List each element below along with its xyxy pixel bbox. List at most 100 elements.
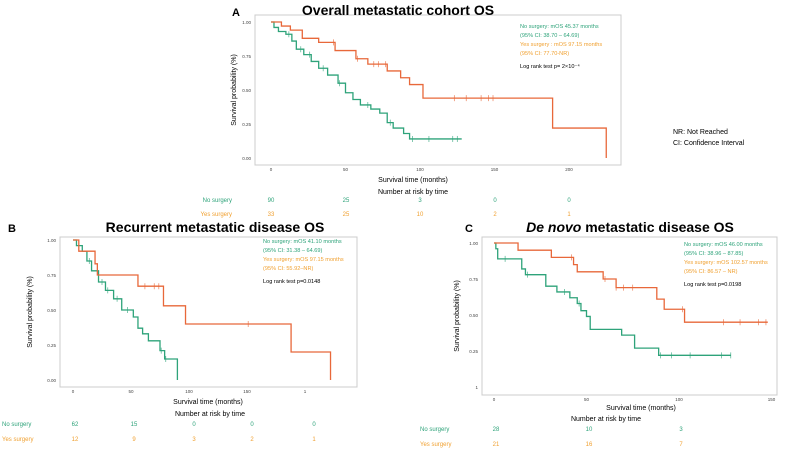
risk-count: 16 (586, 442, 593, 448)
x-axis-label: Survival time (months) (378, 177, 448, 184)
risk-count: 0 (250, 422, 254, 428)
risk-row-label: No surgery (420, 427, 449, 433)
risk-count: 2 (493, 212, 497, 218)
x-tick-label: 150 (243, 389, 251, 394)
km-curve-yes-surgery (494, 242, 768, 323)
plot-frame-C (481, 236, 778, 396)
annotation: Log rank test p=0.0198 (684, 282, 741, 288)
risk-count: 62 (72, 422, 79, 428)
risk-count: 0 (567, 198, 571, 204)
annotation: (95% CI: 38.96 – 87.85) (684, 251, 744, 257)
risk-count: 10 (417, 212, 424, 218)
risk-table-title: Number at risk by time (571, 416, 641, 423)
risk-count: 1 (312, 437, 316, 443)
x-tick-label: 50 (128, 389, 134, 394)
annotation: (95% CI: 38.70 – 64.69) (520, 33, 580, 39)
risk-count: 7 (679, 442, 683, 448)
x-tick-label: 150 (768, 397, 776, 402)
plot-frame-B (59, 236, 358, 388)
annotation: Log rank test p= 2×10⁻⁴ (520, 63, 580, 70)
risk-row-label: Yes surgery (420, 442, 451, 448)
y-tick-label: 0.50 (469, 313, 478, 318)
annotation: (95% CI: 86.57 – NR) (684, 269, 738, 275)
risk-count: 25 (343, 198, 350, 204)
title-text: Overall metastatic cohort OS (302, 2, 494, 18)
panel-letter: C (465, 223, 473, 235)
risk-count: 3 (418, 198, 422, 204)
risk-row-label: Yes surgery (2, 437, 33, 443)
x-tick-label: 100 (185, 389, 193, 394)
annotation: (95% CI: 31.38 – 64.69) (263, 248, 323, 254)
annotation: Yes surgery: mOS 102.57 months (684, 260, 768, 266)
km-curve-yes-surgery (73, 239, 332, 380)
risk-count: 10 (586, 427, 593, 433)
risk-row-label: No surgery (2, 422, 31, 428)
x-tick-label: 200 (565, 167, 573, 172)
risk-count: 25 (343, 212, 350, 218)
x-tick-label: 150 (491, 167, 499, 172)
risk-table-title: Number at risk by time (378, 189, 448, 196)
risk-count: 0 (192, 422, 196, 428)
risk-count: 3 (192, 437, 196, 443)
panel-letter: A (232, 7, 240, 19)
risk-count: 15 (131, 422, 138, 428)
risk-count: 90 (268, 198, 275, 204)
risk-row-label: No surgery (203, 198, 232, 204)
annotation: Yes surgery : mOS 97.15 months (520, 42, 602, 48)
risk-row-label: Yes surgery (201, 212, 232, 218)
x-axis-label: Survival time (months) (173, 399, 243, 406)
title-italic: De novo (526, 219, 582, 235)
km-curve-yes-surgery (271, 21, 607, 158)
km-curve-no-surgery (73, 239, 179, 380)
x-axis-label: Survival time (months) (606, 405, 676, 412)
risk-count: 33 (268, 212, 275, 218)
risk-count: 2 (250, 437, 254, 443)
x-tick-label: 100 (675, 397, 683, 402)
y-tick-label: 0.75 (469, 277, 478, 282)
y-tick-label: 0.00 (242, 156, 251, 161)
risk-table-title: Number at risk by time (175, 411, 245, 418)
annotation: (95% CI: 77.70-NR) (520, 51, 569, 57)
x-tick-label: 50 (343, 167, 349, 172)
annotation: Log rank test p=0.0148 (263, 279, 320, 285)
y-tick-label: 0.25 (47, 343, 56, 348)
y-tick-label: 1 (475, 385, 478, 390)
km-curve-no-surgery (494, 242, 731, 356)
y-tick-label: 1.00 (47, 238, 56, 243)
y-axis-label: Survival probability (%) (231, 54, 238, 126)
plot-frame-A (254, 14, 622, 166)
risk-count: 0 (493, 198, 497, 204)
x-tick-label: 0 (493, 397, 496, 402)
title-text: metastatic disease OS (581, 219, 734, 235)
chart-title: Overall metastatic cohort OS (302, 2, 494, 18)
y-tick-label: 0.25 (469, 349, 478, 354)
annotation: No surgery: mOS 45.37 months (520, 24, 599, 30)
annotation: Yes surgery: mOS 97.15 months (263, 257, 344, 263)
panel-letter: B (8, 223, 16, 235)
title-text: Recurrent metastatic disease OS (106, 219, 325, 235)
y-tick-label: 0.50 (242, 88, 251, 93)
risk-count: 28 (493, 427, 500, 433)
x-tick-label: 0 (72, 389, 75, 394)
y-tick-label: 0.00 (47, 378, 56, 383)
side-note-2: CI: Confidence Interval (673, 140, 745, 147)
risk-count: 9 (132, 437, 136, 443)
annotation: No surgery: mOS 46.00 months (684, 242, 763, 248)
risk-count: 12 (72, 437, 79, 443)
y-axis-label: Survival probability (%) (454, 280, 461, 352)
risk-count: 21 (493, 442, 500, 448)
x-tick-label: 50 (584, 397, 590, 402)
y-axis-label: Survival probability (%) (27, 276, 34, 348)
y-tick-label: 0.50 (47, 308, 56, 313)
risk-count: 1 (567, 212, 571, 218)
x-tick-label: 0 (270, 167, 273, 172)
y-tick-label: 0.25 (242, 122, 251, 127)
risk-count: 3 (679, 427, 683, 433)
km-curve-no-surgery (271, 21, 462, 140)
annotation: No surgery: mOS 41.10 months (263, 239, 342, 245)
y-tick-label: 1.00 (469, 241, 478, 246)
y-tick-label: 0.75 (47, 273, 56, 278)
chart-title: Recurrent metastatic disease OS (106, 219, 325, 235)
annotation: (95% CI: 55.92–NR) (263, 266, 314, 272)
